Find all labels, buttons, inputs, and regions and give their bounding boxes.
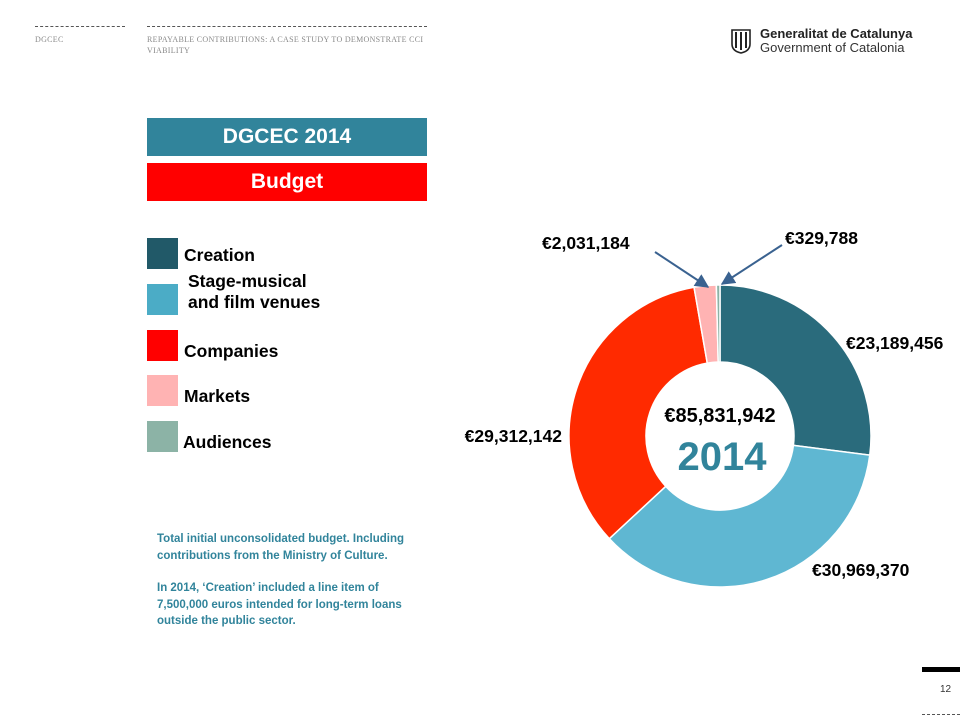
logo-line-2: Government of Catalonia <box>760 40 905 55</box>
center-year-label: 2014 <box>678 435 768 479</box>
subtitle-band: Budget <box>147 163 427 201</box>
page-number-bar <box>922 667 960 672</box>
legend-swatch-creation <box>147 238 178 269</box>
legend-label-venues: Stage-musical and film venues <box>188 271 321 312</box>
note-creation-loans: In 2014, ‘Creation’ included a line item… <box>157 582 402 627</box>
title-band: DGCEC 2014 <box>147 118 427 156</box>
legend-label-companies: Companies <box>184 341 279 361</box>
generalitat-logo: Generalitat de Catalunya Government of C… <box>730 27 912 55</box>
header-section: DGCEC <box>35 35 64 44</box>
legend-label-markets: Markets <box>184 386 251 406</box>
data-label-creation: €23,189,456 <box>846 333 944 353</box>
legend-swatch-venues <box>147 284 178 315</box>
logo-line-1: Generalitat de Catalunya <box>760 26 913 41</box>
donut-hole <box>646 362 794 510</box>
data-label-audiences: €329,788 <box>785 228 858 248</box>
data-label-markets: €2,031,184 <box>542 233 630 253</box>
header-rule-right <box>147 26 427 27</box>
data-label-venues: €30,969,370 <box>812 560 910 580</box>
legend-swatch-audiences <box>147 421 178 452</box>
audiences-leader-arrow <box>720 244 783 285</box>
legend-label-creation: Creation <box>184 245 255 265</box>
legend-swatch-companies <box>147 330 178 361</box>
header-rule-left <box>35 26 125 27</box>
notes-block: Total initial unconsolidated budget. Inc… <box>157 531 427 646</box>
legend-label-audiences: Audiences <box>183 432 272 452</box>
note-total-budget: Total initial unconsolidated budget. Inc… <box>157 533 405 562</box>
markets-leader-arrow <box>654 251 710 288</box>
data-label-companies: €29,312,142 <box>465 426 563 446</box>
header-doc-title: REPAYABLE CONTRIBUTIONS: A CASE STUDY TO… <box>147 35 424 55</box>
page-footer-rule <box>922 714 960 715</box>
generalitat-emblem-icon <box>731 29 751 54</box>
legend-swatch-markets <box>147 375 178 406</box>
page-number: 12 <box>940 684 952 695</box>
center-total-label: €85,831,942 <box>664 405 775 427</box>
